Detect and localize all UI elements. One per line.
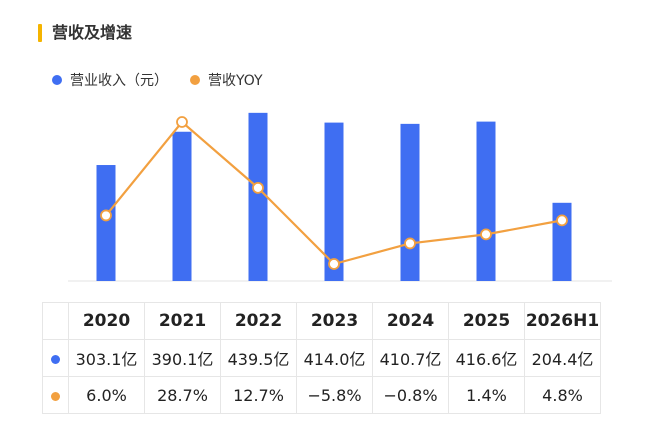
chart-title: 营收及增速 bbox=[52, 23, 133, 42]
legend-dot-yoy bbox=[190, 75, 200, 85]
table-cell: 204.4亿 bbox=[524, 339, 601, 377]
table-header-2023: 2023 bbox=[296, 302, 373, 340]
table-header-row: 2020 2021 2022 2023 2024 2025 2026H1 bbox=[42, 302, 601, 340]
yoy-point-2023 bbox=[328, 258, 340, 270]
bar-2020 bbox=[96, 165, 116, 281]
table-cell: 410.7亿 bbox=[372, 339, 449, 377]
yoy-point-2025 bbox=[480, 228, 492, 241]
yoy-point-2024 bbox=[404, 237, 416, 250]
table-cell: 439.5亿 bbox=[220, 339, 297, 377]
bar-2024 bbox=[400, 123, 420, 281]
bar-2022 bbox=[248, 112, 268, 281]
yoy-row-marker bbox=[42, 376, 69, 414]
table-cell: 4.8% bbox=[524, 376, 601, 414]
legend-item-revenue[interactable]: 营业收入（元） bbox=[52, 70, 168, 90]
table-cell: 12.7% bbox=[220, 376, 297, 414]
table-cell: 303.1亿 bbox=[68, 339, 145, 377]
table-header-2026h1: 2026H1 bbox=[524, 302, 601, 340]
table-cell: −5.8% bbox=[296, 376, 373, 414]
table-cell: 1.4% bbox=[448, 376, 525, 414]
legend: 营业收入（元） 营收YOY bbox=[52, 70, 285, 90]
legend-dot-revenue bbox=[52, 75, 62, 85]
legend-item-yoy[interactable]: 营收YOY bbox=[190, 70, 263, 90]
table-cell: 28.7% bbox=[144, 376, 221, 414]
yoy-point-2022 bbox=[252, 181, 264, 194]
yoy-point-2021 bbox=[176, 116, 188, 128]
bar-2021 bbox=[172, 131, 192, 281]
table-row-revenue: 303.1亿 390.1亿 439.5亿 414.0亿 410.7亿 416.6… bbox=[42, 339, 601, 377]
table-row-yoy: 6.0% 28.7% 12.7% −5.8% −0.8% 1.4% 4.8% bbox=[42, 376, 601, 414]
table-cell: 6.0% bbox=[68, 376, 145, 414]
title-accent-bar bbox=[38, 24, 42, 42]
table-header-2021: 2021 bbox=[144, 302, 221, 340]
table-cell: 390.1亿 bbox=[144, 339, 221, 377]
table-header-2024: 2024 bbox=[372, 302, 449, 340]
revenue-dot-icon bbox=[51, 354, 60, 364]
legend-label-yoy: 营收YOY bbox=[208, 73, 263, 89]
table-cell: 414.0亿 bbox=[296, 339, 373, 377]
yoy-point-2020 bbox=[100, 209, 112, 222]
table-corner-cell bbox=[42, 302, 69, 340]
revenue-row-marker bbox=[42, 339, 69, 377]
table-header-2020: 2020 bbox=[68, 302, 145, 340]
table-header-2025: 2025 bbox=[448, 302, 525, 340]
table-header-2022: 2022 bbox=[220, 302, 297, 340]
data-table: 2020 2021 2022 2023 2024 2025 2026H1 303… bbox=[42, 302, 601, 414]
table-cell: −0.8% bbox=[372, 376, 449, 414]
table-cell: 416.6亿 bbox=[448, 339, 525, 377]
legend-label-revenue: 营业收入（元） bbox=[70, 73, 168, 89]
yoy-dot-icon bbox=[51, 391, 60, 401]
yoy-point-2026h1 bbox=[556, 214, 568, 227]
combo-chart bbox=[68, 112, 612, 282]
bar-2025 bbox=[476, 121, 496, 281]
bar-2023 bbox=[324, 122, 344, 281]
